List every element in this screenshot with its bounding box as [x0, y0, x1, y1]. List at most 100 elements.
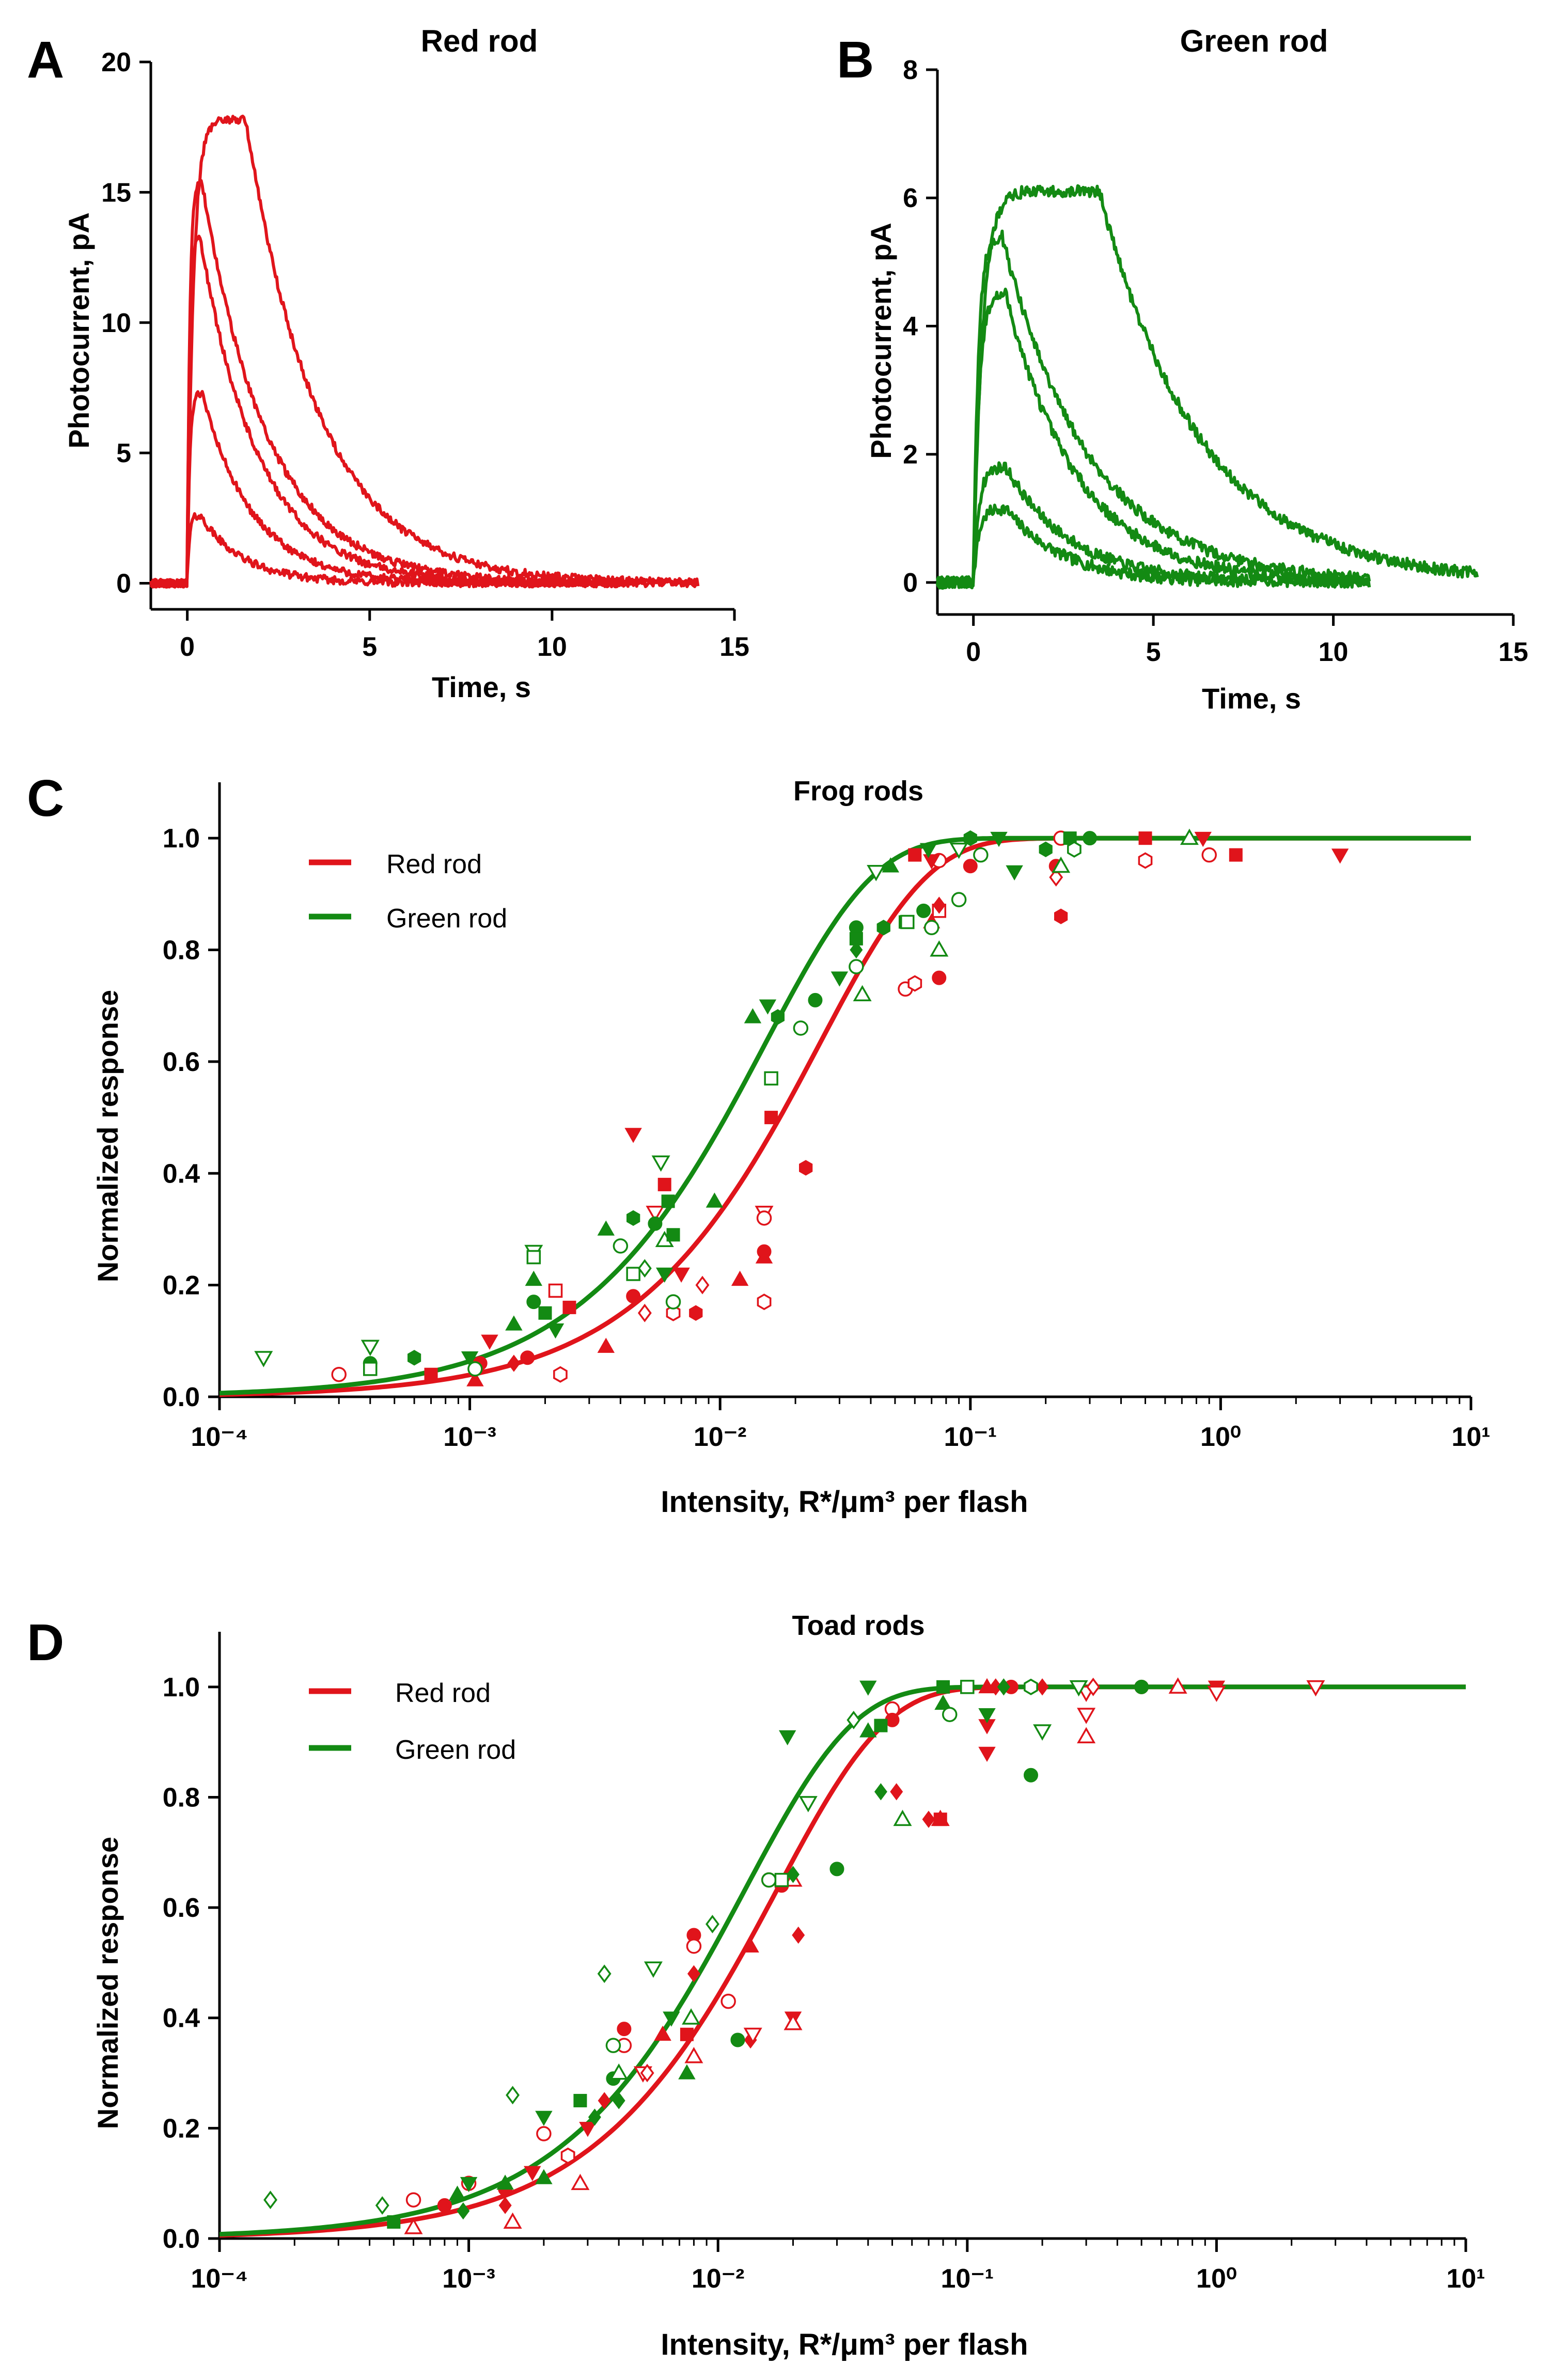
- data-point-red: [680, 2027, 694, 2041]
- panel-letter: D: [27, 1614, 64, 1672]
- data-point-green: [546, 1323, 565, 1339]
- data-point-green: [973, 847, 989, 863]
- y-tick-label: 0.0: [163, 2224, 200, 2254]
- data-point-green: [651, 1155, 670, 1172]
- x-tick-label: 5: [362, 632, 377, 662]
- data-point-green: [535, 2110, 553, 2126]
- data-point-red: [784, 2013, 803, 2030]
- y-tick-label: 0.2: [163, 1271, 200, 1301]
- data-point-red: [908, 848, 922, 862]
- data-point-green: [387, 2215, 401, 2229]
- data-point-green: [793, 1020, 809, 1036]
- data-point-red: [626, 1289, 641, 1304]
- data-point-red: [757, 1294, 772, 1311]
- legend-label-green: Green rod: [386, 904, 507, 934]
- data-point-red: [1036, 1678, 1049, 1696]
- y-tick-label: 0: [116, 569, 131, 599]
- data-point-red: [405, 2192, 421, 2208]
- data-point-red: [799, 1160, 813, 1176]
- legend-label-red: Red rod: [395, 1678, 491, 1708]
- x-tick-label: 10⁰: [1196, 2264, 1237, 2294]
- data-point-red: [1077, 1727, 1096, 1743]
- panel-a: A Red rod Time, s Photocurrent, pA 0 5 10 1…: [27, 24, 749, 703]
- y-tick-label: 0.8: [163, 1783, 200, 1812]
- fit-curves: [219, 1684, 1466, 2238]
- data-point-green: [771, 1009, 785, 1025]
- data-point-green: [942, 1707, 958, 1722]
- x-tick-label: 10¹: [1451, 1422, 1490, 1452]
- data-point-green: [1067, 841, 1082, 858]
- data-point-green: [774, 1872, 789, 1887]
- fit-curve-red: [219, 1684, 1466, 2238]
- data-point-green: [759, 999, 777, 1015]
- y-tick-label: 0.2: [163, 2114, 200, 2143]
- data-point-green: [990, 831, 1008, 847]
- data-point-green: [859, 1680, 877, 1696]
- data-point-green: [506, 2086, 520, 2105]
- data-point-red: [742, 1937, 759, 1953]
- y-tick-label: 20: [101, 48, 131, 77]
- data-point-red: [624, 1128, 642, 1143]
- data-point-green: [849, 959, 864, 974]
- x-tick-label: 10⁻⁴: [191, 2264, 248, 2294]
- data-point-red: [571, 2173, 590, 2190]
- traces: [936, 184, 1479, 590]
- data-point-red: [1138, 852, 1153, 869]
- y-tick-label: 0.4: [163, 1159, 200, 1189]
- data-point-green: [786, 1866, 800, 1883]
- data-point-green: [1069, 1680, 1088, 1697]
- data-point-red: [1207, 1685, 1226, 1703]
- data-point-green: [1024, 1678, 1038, 1695]
- chart-title: Red rod: [421, 24, 538, 58]
- trace-5: [936, 184, 1479, 590]
- data-point-green: [460, 2177, 478, 2193]
- data-point-red: [579, 2122, 597, 2137]
- data-point-red: [498, 2197, 512, 2214]
- data-point-red: [792, 1926, 805, 1944]
- x-tick-label: 10⁻¹: [941, 2264, 994, 2294]
- data-point-green: [682, 2008, 701, 2025]
- data-point-red: [695, 1275, 710, 1295]
- data-point-red: [640, 2063, 654, 2083]
- data-point-green: [829, 1862, 844, 1877]
- data-points: [263, 1677, 1325, 2234]
- chart-title: Frog rods: [793, 776, 923, 807]
- data-point-red: [689, 1305, 703, 1321]
- data-point-green: [730, 2032, 745, 2047]
- axes: 10⁻⁴ 10⁻³ 10⁻² 10⁻¹ 10⁰ 10¹ 0.0 0.2 0.4 0.6 0.8 1.0: [163, 1632, 1485, 2294]
- data-point-green: [609, 2063, 629, 2080]
- data-point-green: [949, 842, 968, 859]
- x-tick-label: 10: [537, 632, 567, 662]
- data-point-red: [720, 1993, 736, 2009]
- data-point-red: [1306, 1680, 1325, 1697]
- y-axis-label: Photocurrent, pA: [62, 212, 95, 448]
- y-tick-label: 15: [101, 178, 131, 208]
- y-tick-label: 1.0: [163, 824, 200, 854]
- data-point-red: [597, 1337, 615, 1353]
- data-point-green: [678, 2064, 696, 2079]
- data-point-red: [1049, 868, 1063, 887]
- trace-3: [149, 234, 699, 589]
- data-point-green: [876, 920, 890, 936]
- traces: [149, 115, 700, 589]
- y-tick-label: 1.0: [163, 1673, 200, 1703]
- data-point-green: [648, 1216, 663, 1231]
- data-point-green: [916, 903, 931, 918]
- data-point-red: [1138, 831, 1152, 845]
- data-point-green: [867, 865, 886, 881]
- data-point-red: [331, 1366, 347, 1382]
- data-point-red: [637, 1303, 652, 1322]
- data-point-red: [466, 1371, 484, 1386]
- x-tick-label: 10⁰: [1200, 1422, 1241, 1452]
- panel-letter: A: [27, 31, 64, 89]
- data-point-green: [706, 1192, 724, 1208]
- data-point-green: [1083, 831, 1098, 846]
- data-point-red: [548, 1283, 563, 1298]
- panel-d: D Toad rods Intensity, R*/μm³ per flash …: [27, 1610, 1485, 2361]
- data-point-green: [661, 1194, 675, 1208]
- data-point-green: [612, 2092, 625, 2109]
- data-point-green: [761, 1872, 777, 1888]
- data-point-red: [560, 2147, 575, 2164]
- data-point-red: [503, 2212, 522, 2229]
- data-point-red: [481, 1334, 498, 1350]
